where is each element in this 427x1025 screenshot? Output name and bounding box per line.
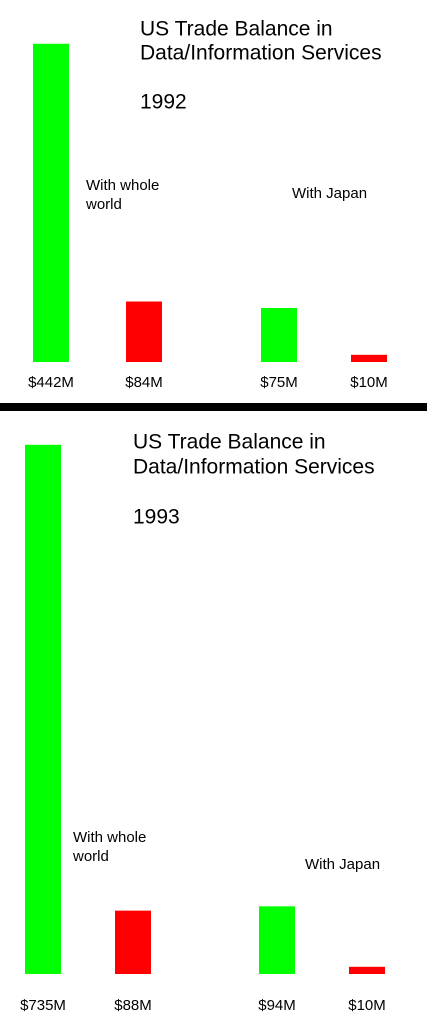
- annotation: With whole: [86, 177, 159, 194]
- annotation: With Japan: [305, 856, 380, 873]
- chart-title: Data/Information Services: [133, 456, 375, 479]
- chart-title: US Trade Balance in: [133, 431, 326, 454]
- value-label: $94M: [258, 997, 296, 1014]
- bar: [261, 308, 297, 362]
- chart-title: Data/Information Services: [140, 42, 382, 65]
- chart-subtitle: 1993: [133, 506, 180, 529]
- annotation: world: [72, 848, 109, 865]
- separator: [0, 403, 427, 411]
- bar: [126, 301, 162, 362]
- value-label: $88M: [114, 997, 152, 1014]
- value-label: $10M: [348, 997, 386, 1014]
- value-label: $442M: [28, 374, 74, 391]
- chart-title: US Trade Balance in: [140, 18, 333, 41]
- bar: [349, 966, 385, 974]
- value-label: $75M: [260, 374, 298, 391]
- bar: [25, 444, 61, 974]
- bar: [351, 354, 387, 362]
- annotation: With whole: [73, 829, 146, 846]
- value-label: $735M: [20, 997, 66, 1014]
- value-label: $10M: [350, 374, 388, 391]
- chart-subtitle: 1992: [140, 91, 187, 114]
- annotation: world: [85, 196, 122, 213]
- annotation: With Japan: [292, 185, 367, 202]
- bar: [259, 906, 295, 974]
- value-label: $84M: [125, 374, 163, 391]
- bar: [115, 910, 151, 974]
- bar: [33, 43, 69, 362]
